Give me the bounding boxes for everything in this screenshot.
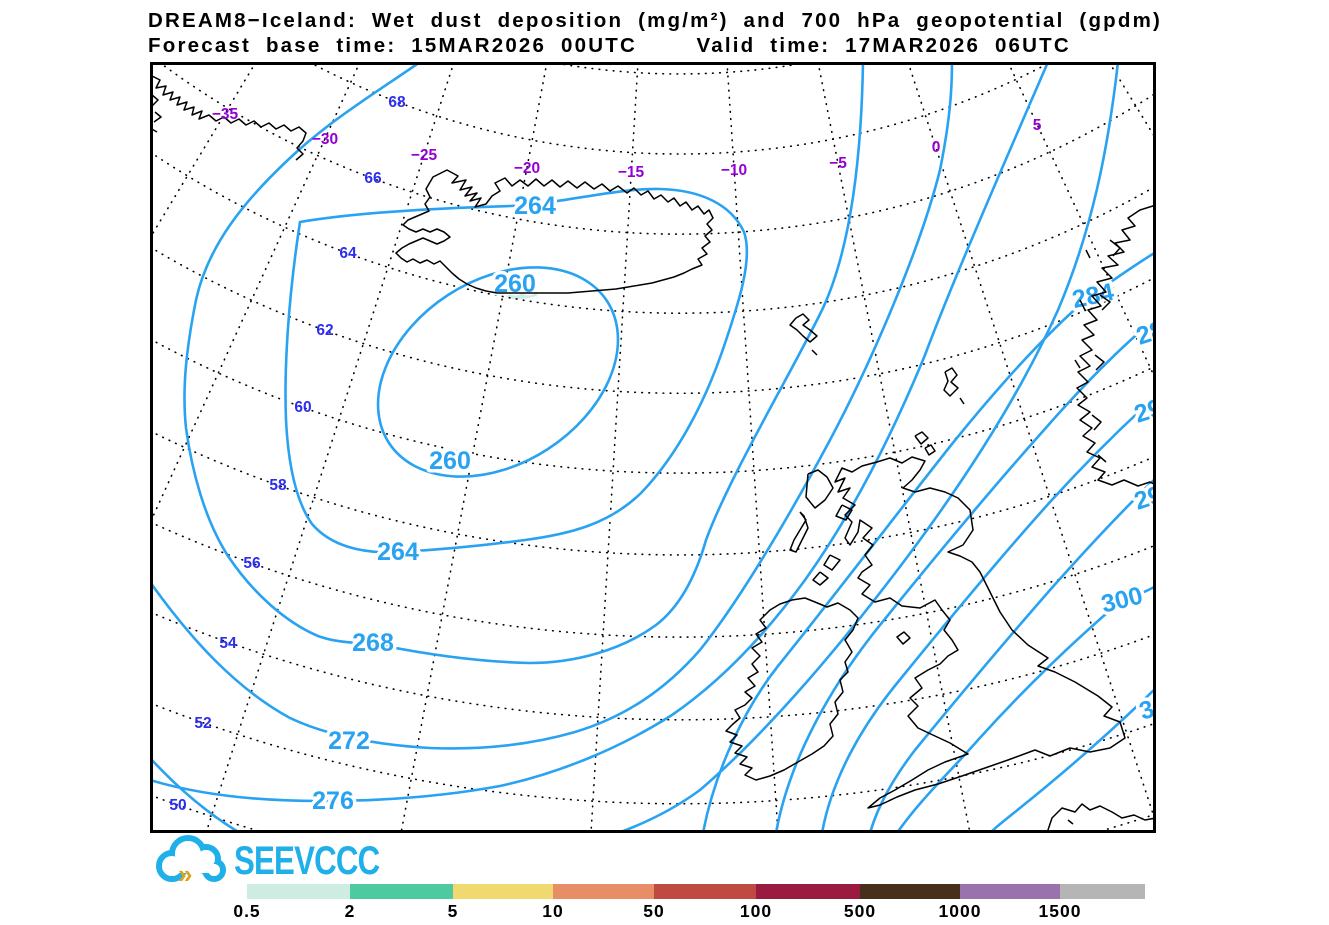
- orkney-islands: [914, 431, 936, 456]
- contour-value-labels: 264 260 260 264 268 272 276 284 288 292 …: [309, 189, 1184, 819]
- scale-segment-1000: [960, 884, 1060, 899]
- scale-segment-50: [654, 884, 756, 899]
- lon-label--25: −25: [411, 147, 438, 164]
- map-border: [150, 62, 1156, 833]
- seevccc-logo: » SEEVCCC: [148, 835, 380, 889]
- contour-label-260-top: 260: [494, 270, 536, 298]
- lat-label-64: 64: [339, 245, 357, 262]
- lon-label-0: 0: [932, 139, 941, 156]
- lon-label--20: −20: [514, 160, 540, 177]
- scale-label-1000: 1000: [938, 901, 982, 921]
- scale-label-5: 5: [447, 901, 459, 921]
- scale-segment-500: [860, 884, 960, 899]
- scale-segment-5: [453, 884, 553, 899]
- contour-label-268: 268: [352, 629, 394, 657]
- coastlines: [151, 74, 1155, 832]
- latitude-labels: 68 66 64 62 60 58 56 54 52 50: [169, 94, 406, 814]
- faroe-islands: [789, 313, 818, 356]
- scale-segment-1500: [1060, 884, 1145, 899]
- geopotential-contours: [151, 63, 1155, 832]
- map-subtitle-times: Forecast base time: 15MAR2026 00UTC Vali…: [148, 34, 1071, 57]
- lat-label-68: 68: [388, 94, 406, 111]
- logo-arrow-icon: »: [178, 859, 192, 887]
- ireland-coast: [725, 597, 859, 781]
- scale-segment-100: [756, 884, 860, 899]
- norway-fjords: [1074, 239, 1121, 463]
- lat-label-62: 62: [316, 322, 333, 339]
- lat-label-60: 60: [294, 399, 311, 416]
- contour-label-272: 272: [328, 727, 370, 755]
- graticule-parallels: [151, 63, 1155, 832]
- france-coast: [1046, 803, 1155, 832]
- lon-label--10: −10: [721, 162, 747, 179]
- scale-segment-0.5: [247, 884, 350, 899]
- lat-label-66: 66: [364, 170, 382, 187]
- scale-label-2: 2: [344, 901, 356, 921]
- scale-label-500: 500: [843, 901, 877, 921]
- hebrides-islands: [789, 469, 853, 586]
- scale-label-100: 100: [739, 901, 773, 921]
- lon-label--35: −35: [212, 106, 239, 123]
- lon-label--15: −15: [618, 164, 645, 181]
- shetland-islands: [943, 367, 965, 405]
- contour-label-288: 288: [1133, 311, 1181, 351]
- greenland-coast: [151, 74, 307, 161]
- scale-label-1500: 1500: [1038, 901, 1082, 921]
- lat-label-56: 56: [243, 555, 261, 572]
- scale-segment-2: [350, 884, 453, 899]
- graticule-meridians: [151, 63, 1155, 832]
- norway-coast: [1076, 204, 1155, 487]
- iceland-coast: [395, 169, 714, 294]
- longitude-labels: −35 −30 −25 −20 −15 −10 −5 0 5: [212, 106, 1042, 181]
- scale-label-10: 10: [542, 901, 564, 921]
- logo-text: SEEVCCC: [234, 839, 380, 883]
- contour-label-304: 304: [1136, 686, 1184, 726]
- lon-label--5: −5: [829, 155, 847, 172]
- scale-segment-10: [553, 884, 654, 899]
- contour-label-264-bottom: 264: [377, 538, 419, 566]
- deposition-color-scale: [247, 884, 1145, 899]
- scale-label-0.5: 0.5: [233, 901, 261, 921]
- lat-label-52: 52: [194, 715, 211, 732]
- great-britain-coast: [834, 456, 1126, 809]
- isle-of-man: [896, 631, 911, 645]
- lon-label-5: 5: [1033, 117, 1042, 134]
- lat-label-54: 54: [219, 635, 237, 652]
- contour-label-260-bottom: 260: [429, 447, 471, 475]
- contour-label-300: 300: [1098, 581, 1145, 618]
- contour-label-264-top: 264: [514, 192, 556, 220]
- lat-label-50: 50: [169, 797, 186, 814]
- lon-label--30: −30: [312, 131, 338, 148]
- deposition-scale-labels: 0.5 2 5 10 50 100 500 1000 1500: [233, 901, 1147, 923]
- contour-label-276: 276: [312, 787, 354, 815]
- scale-label-50: 50: [643, 901, 665, 921]
- lat-label-58: 58: [269, 477, 287, 494]
- channel-islands: [1067, 819, 1074, 825]
- cloud-icon: »: [156, 835, 226, 889]
- map-title: DREAM8−Iceland: Wet dust deposition (mg/…: [148, 9, 1163, 32]
